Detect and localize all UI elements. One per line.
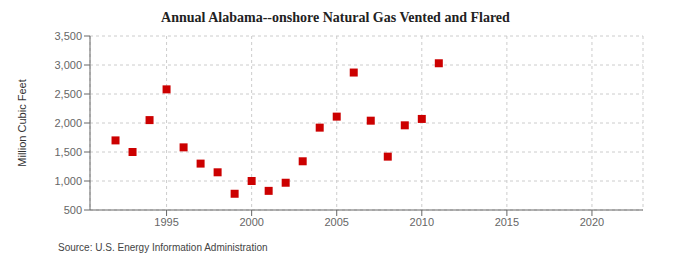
- svg-text:2005: 2005: [324, 216, 348, 228]
- svg-text:1995: 1995: [154, 216, 178, 228]
- svg-text:3,500: 3,500: [54, 30, 82, 42]
- svg-text:2010: 2010: [410, 216, 434, 228]
- svg-text:2000: 2000: [239, 216, 263, 228]
- svg-text:2020: 2020: [580, 216, 604, 228]
- svg-text:3,000: 3,000: [54, 59, 82, 71]
- svg-text:2015: 2015: [495, 216, 519, 228]
- svg-text:2,500: 2,500: [54, 88, 82, 100]
- html-text:Source: U.S. Energy Informatio: Source: U.S. Energy Information Administ…: [58, 242, 268, 253]
- svg-text:2,000: 2,000: [54, 117, 82, 129]
- svg-text:1,000: 1,000: [54, 175, 82, 187]
- svg-text:500: 500: [64, 204, 82, 216]
- svg-text:Million Cubic Feet: Million Cubic Feet: [16, 79, 28, 166]
- svg-text:1,500: 1,500: [54, 146, 82, 158]
- html-text:Annual Alabama--onshore Natura: Annual Alabama--onshore Natural Gas Vent…: [161, 10, 510, 25]
